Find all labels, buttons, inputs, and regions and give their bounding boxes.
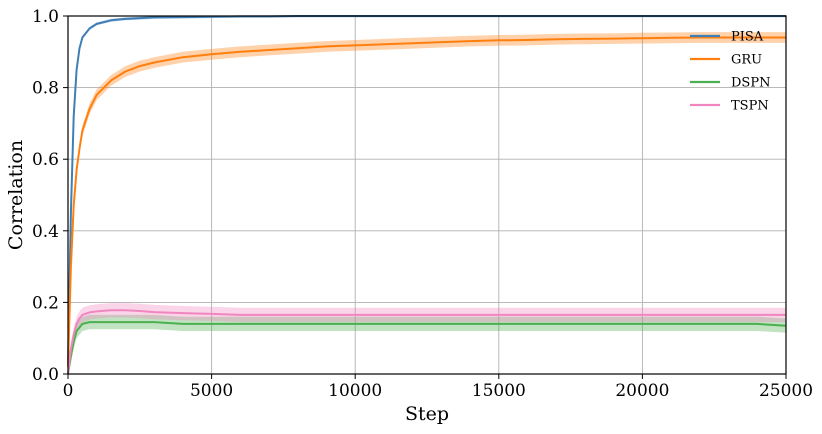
tspn-legend-label: TSPN xyxy=(731,99,769,114)
x-tick-label: 0 xyxy=(63,381,74,401)
confidence-bands xyxy=(68,16,786,374)
pisa-legend-label: PISA xyxy=(731,30,764,45)
y-axis-label: Correlation xyxy=(5,140,27,250)
gru-legend-label: GRU xyxy=(731,53,762,68)
x-tick-label: 20000 xyxy=(615,381,669,401)
dspn-line xyxy=(67,321,787,375)
x-tick-label: 15000 xyxy=(472,381,526,401)
x-axis-label: Step xyxy=(405,403,449,425)
x-ticks: 0 5000 10000 15000 20000 25000 xyxy=(63,374,813,401)
gru-line xyxy=(67,36,786,367)
dspn-band xyxy=(68,314,786,374)
plot-frame xyxy=(67,15,787,375)
x-tick-label: 5000 xyxy=(190,381,233,401)
dspn-legend-label: DSPN xyxy=(731,76,770,91)
y-tick-label: 0.4 xyxy=(32,222,59,242)
y-ticks: 0.0 0.2 0.4 0.6 0.8 1.0 xyxy=(32,7,68,385)
x-tick-label: 10000 xyxy=(328,381,382,401)
y-tick-label: 0.8 xyxy=(32,79,59,99)
y-tick-label: 0.0 xyxy=(32,365,59,385)
tspn-band xyxy=(68,303,786,374)
tspn-line xyxy=(67,309,786,375)
x-tick-label: 25000 xyxy=(759,381,813,401)
legend: PISA GRU DSPN TSPN xyxy=(690,30,770,114)
y-tick-label: 0.2 xyxy=(32,293,59,313)
y-tick-label: 0.6 xyxy=(32,150,59,170)
y-tick-label: 1.0 xyxy=(32,7,59,27)
